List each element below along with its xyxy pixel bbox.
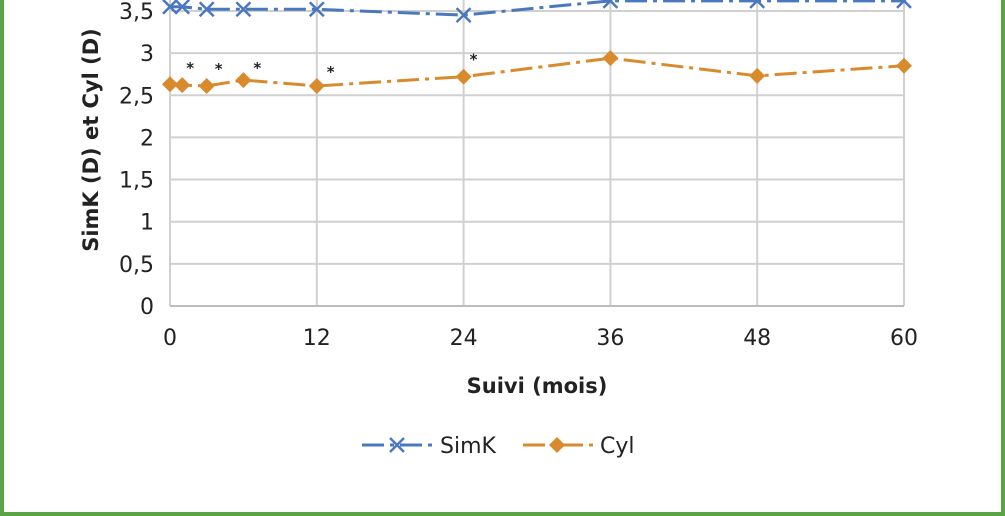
data-point-cyl (162, 76, 178, 93)
data-point-cyl (235, 72, 252, 89)
series-line-simk (170, 0, 904, 17)
x-axis-title: Suivi (mois) (467, 374, 608, 398)
legend-item-cyl: Cyl (523, 434, 635, 459)
annotation-asterisk: * (470, 51, 478, 69)
data-point-cyl (455, 68, 472, 85)
x-tick-labels: 0 12 24 36 48 60 (163, 326, 918, 351)
y-tick-label: 0 (140, 295, 154, 320)
data-point-cyl (308, 77, 325, 94)
data-point-simk (162, 0, 178, 15)
legend-cyl-label: Cyl (600, 434, 635, 459)
y-tick-label: 1,5 (119, 169, 154, 194)
x-tick-label: 48 (743, 326, 771, 351)
x-tick-label: 60 (890, 326, 918, 351)
series-cyl (162, 50, 912, 94)
data-point-cyl (749, 67, 766, 84)
annotation-asterisk: * (253, 59, 261, 77)
y-tick-label: 3,5 (119, 0, 154, 25)
legend-simk-label: SimK (440, 434, 497, 459)
y-tick-label: 3 (140, 42, 154, 67)
annotation-asterisk: * (215, 60, 223, 78)
y-tick-label: 2 (140, 126, 154, 151)
legend-item-simk: SimK (362, 434, 497, 459)
y-tick-label: 0,5 (119, 253, 154, 278)
x-tick-label: 36 (596, 326, 624, 351)
annotation-asterisk: * (327, 63, 335, 81)
annotation-asterisk: * (186, 59, 194, 77)
series-line-cyl (169, 56, 905, 88)
x-tick-label: 24 (450, 326, 478, 351)
legend: SimK Cyl (362, 434, 635, 459)
data-point-cyl (896, 57, 912, 74)
data-point-cyl (602, 50, 619, 67)
data-point-cyl (198, 77, 215, 94)
y-tick-label: 2,5 (119, 84, 154, 109)
series-group (162, 0, 912, 94)
x-tick-label: 0 (163, 326, 177, 351)
annotations-group: * * * * * (186, 51, 477, 81)
y-tick-label: 1 (140, 211, 154, 236)
data-point-simk (749, 0, 766, 9)
y-tick-labels: 0 0,5 1 1,5 2 2,5 3 3,5 (119, 0, 154, 320)
data-point-simk (198, 1, 215, 18)
data-point-cyl (174, 77, 191, 94)
data-point-simk (896, 0, 912, 9)
legend-simk-marker-icon (389, 437, 405, 453)
data-point-simk (235, 1, 252, 18)
data-point-simk (455, 7, 472, 24)
grid-lines (169, 0, 905, 307)
y-axis-title: SimK (D) et Cyl (D) (79, 28, 103, 252)
data-point-simk (174, 0, 191, 15)
legend-cyl-marker-icon (549, 437, 565, 453)
x-tick-label: 12 (303, 326, 331, 351)
data-point-simk (602, 0, 619, 9)
data-point-simk (308, 1, 325, 18)
series-simk (162, 0, 912, 24)
